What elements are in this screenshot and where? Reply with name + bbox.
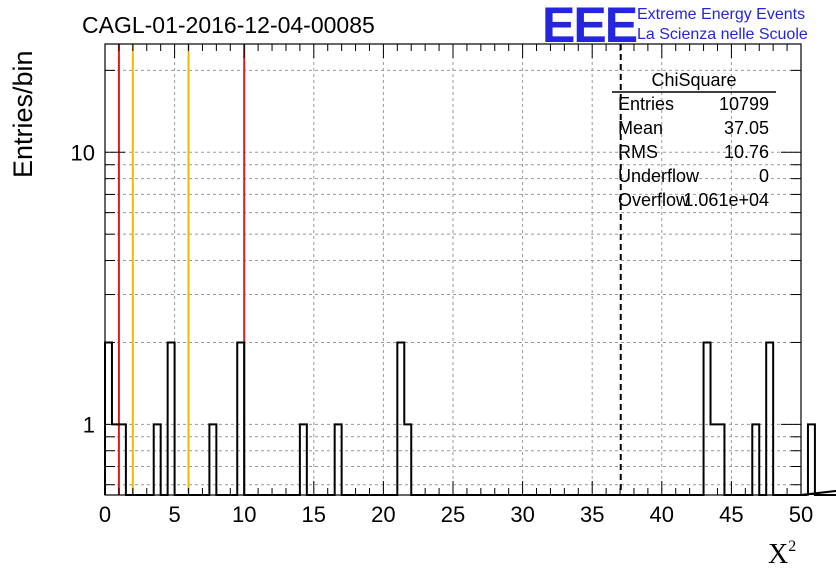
stats-label: RMS — [618, 142, 658, 162]
logo-line-2: La Scienza nelle Scuole — [637, 26, 808, 43]
stats-label: Mean — [618, 118, 663, 138]
x-tick-label: 40 — [650, 502, 674, 527]
x-tick-label: 50 — [789, 502, 813, 527]
stats-value: 10799 — [719, 94, 769, 114]
stats-value: 10.76 — [724, 142, 769, 162]
reference-lines — [117, 44, 622, 495]
stats-value: 1.061e+04 — [683, 190, 769, 210]
stats-label: Overflow — [618, 190, 690, 210]
stats-label: Entries — [618, 94, 674, 114]
x-tick-label: 10 — [232, 502, 256, 527]
x-axis-label-base: X — [768, 539, 788, 570]
x-tick-label: 30 — [510, 502, 534, 527]
eee-logo: EEE Extreme Energy Events La Scienza nel… — [542, 0, 808, 53]
x-tick-label: 45 — [719, 502, 743, 527]
x-tick-label: 15 — [302, 502, 326, 527]
stats-value: 37.05 — [724, 118, 769, 138]
logo-line-1: Extreme Energy Events — [637, 6, 805, 23]
y-axis-label: Entries/bin — [8, 50, 38, 178]
y-tick-label: 10 — [71, 140, 95, 165]
stats-value: 0 — [759, 166, 769, 186]
x-axis-label-superscript: 2 — [788, 538, 796, 555]
x-tick-label: 5 — [168, 502, 180, 527]
histogram-outline — [104, 341, 836, 496]
x-tick-label: 0 — [99, 502, 111, 527]
stats-rows: Entries 10799 Mean 37.05 RMS 10.76 Underflow 0 O… — [618, 94, 769, 210]
stats-title: ChiSquare — [651, 70, 736, 90]
logo-mark: EEE — [542, 0, 637, 53]
axis-ticks — [104, 44, 802, 495]
x-tick-label: 20 — [371, 502, 395, 527]
chart-title: CAGL-01-2016-12-04-00085 — [82, 12, 375, 38]
x-axis-label: X2 — [768, 538, 796, 570]
stats-label: Underflow — [618, 166, 700, 186]
y-tick-labels: 1 10 — [71, 140, 95, 437]
x-tick-labels: 0 5 10 15 20 25 30 35 40 45 50 — [99, 502, 813, 527]
histogram-series — [104, 341, 836, 496]
grid — [105, 44, 801, 495]
y-tick-label: 1 — [83, 412, 95, 437]
x-tick-label: 35 — [580, 502, 604, 527]
stats-box: ChiSquare Entries 10799 Mean 37.05 RMS 10.76 U… — [612, 70, 776, 210]
x-tick-label: 25 — [441, 502, 465, 527]
